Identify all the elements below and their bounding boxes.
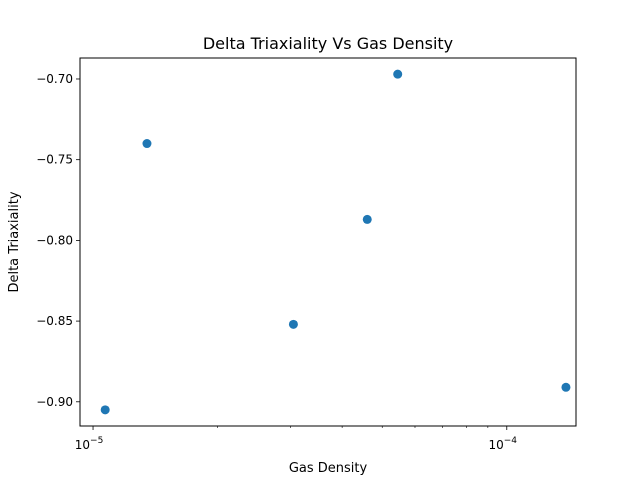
data-point xyxy=(142,139,152,149)
x-tick-label: 10−4 xyxy=(488,436,517,452)
y-axis-ticks: −0.70 −0.75 −0.80 −0.85 −0.90 xyxy=(36,72,80,409)
x-axis-ticks: 10−5 10−4 xyxy=(75,426,517,452)
data-points xyxy=(100,69,571,415)
data-point xyxy=(362,214,372,224)
y-tick-label: −0.80 xyxy=(36,233,73,247)
x-tick-label-exponent: −4 xyxy=(504,436,518,446)
y-tick-label: −0.75 xyxy=(36,153,73,167)
data-point xyxy=(288,319,298,329)
y-axis-label: Delta Triaxiality xyxy=(7,191,22,292)
x-tick-label: 10−5 xyxy=(75,436,104,452)
plot-frame xyxy=(79,57,577,427)
data-point xyxy=(393,69,403,79)
data-point xyxy=(561,382,571,392)
plot-area xyxy=(80,58,576,426)
x-tick-label-base: 10 xyxy=(488,438,503,452)
y-tick-label: −0.85 xyxy=(36,314,73,328)
x-tick-label-exponent: −5 xyxy=(90,436,103,446)
x-tick-label-base: 10 xyxy=(75,438,90,452)
chart-title: Delta Triaxiality Vs Gas Density xyxy=(203,34,453,53)
y-tick-label: −0.90 xyxy=(36,395,73,409)
y-tick-label: −0.70 xyxy=(36,72,73,86)
data-point xyxy=(100,405,110,415)
x-axis-label: Gas Density xyxy=(289,461,368,476)
